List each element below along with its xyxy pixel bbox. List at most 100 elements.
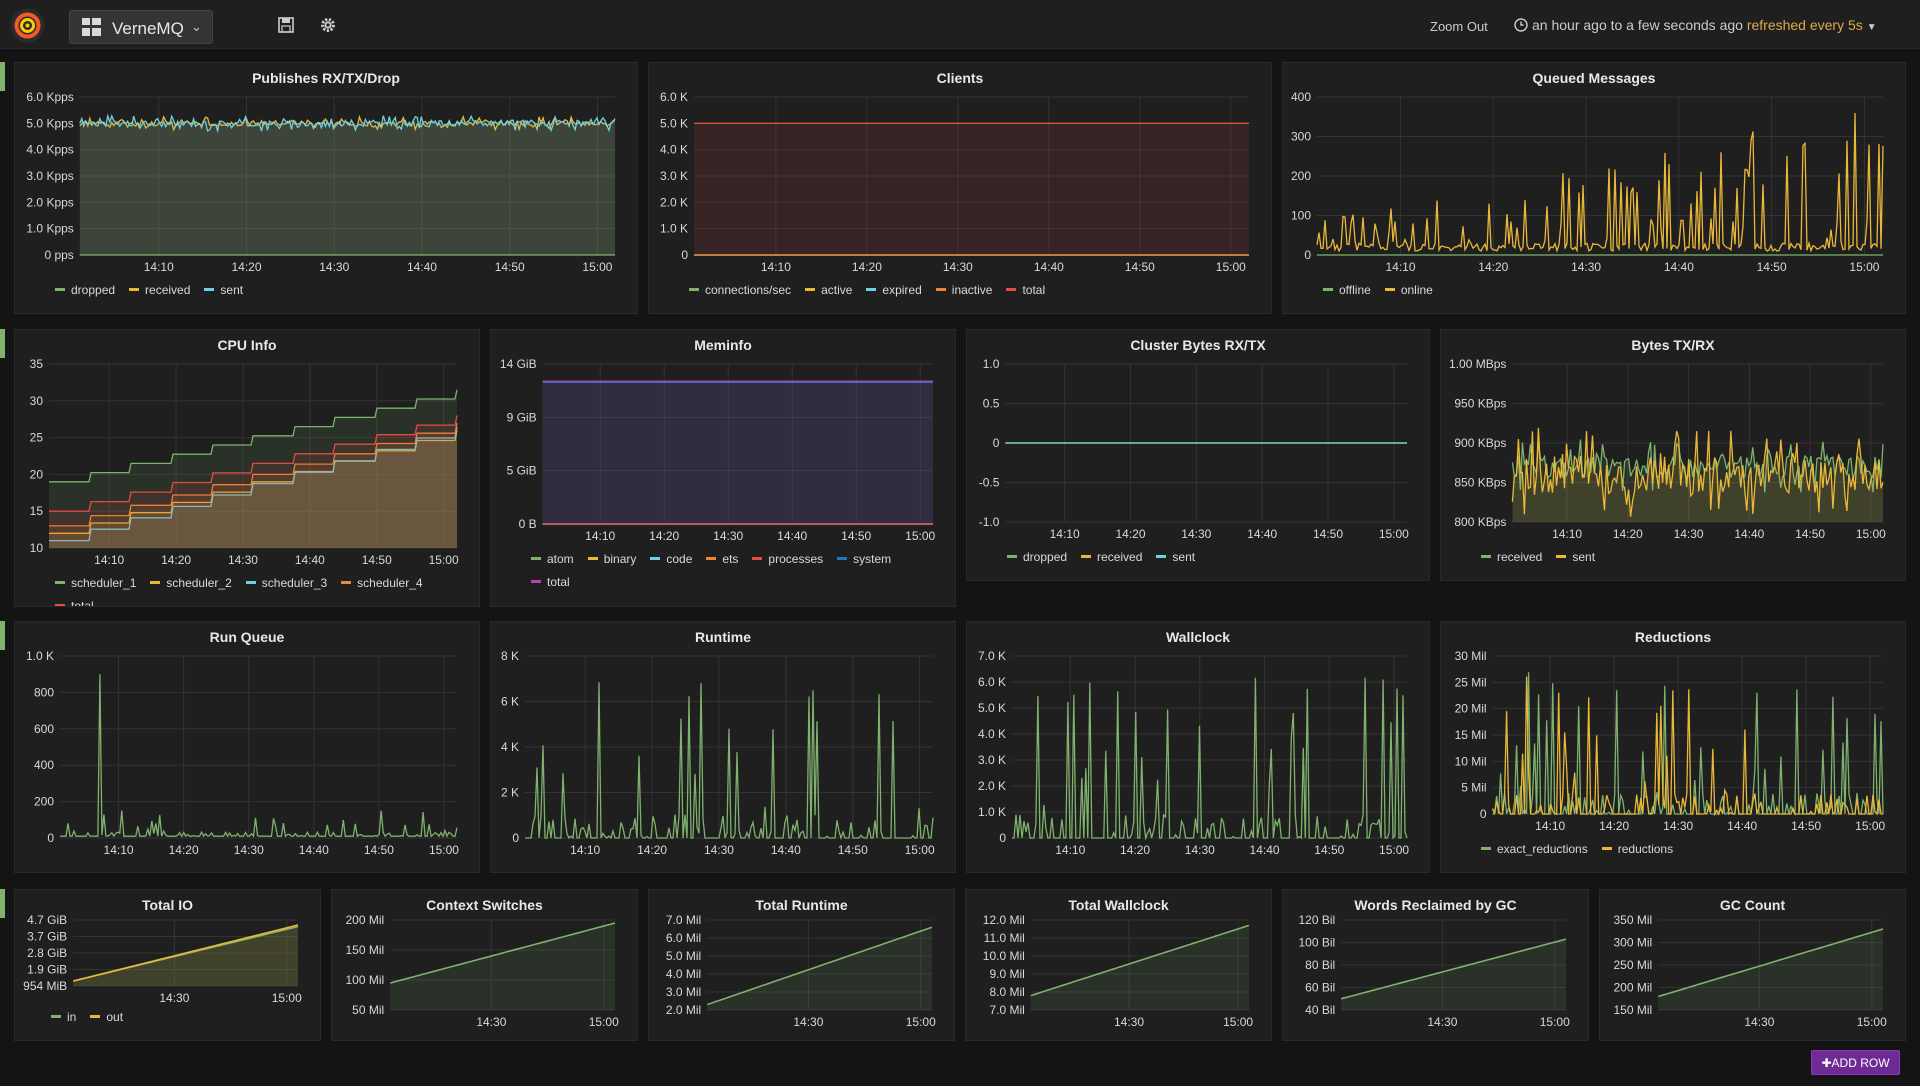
panel-title[interactable]: Run Queue xyxy=(209,629,285,645)
legend-item-received[interactable]: received xyxy=(129,283,190,297)
panel-title[interactable]: Queued Messages xyxy=(1532,70,1656,86)
legend-item-processes[interactable]: processes xyxy=(752,552,823,566)
panel-title[interactable]: Runtime xyxy=(695,629,751,645)
y-tick-label: 9 GiB xyxy=(507,410,537,424)
series-line-scheduler-3[interactable] xyxy=(49,426,458,542)
legend-item-inactive[interactable]: inactive xyxy=(935,283,992,297)
chart-plot[interactable]: 6.0 K 5.0 K 4.0 K 3.0 K 2.0 K 1.0 K 0 14:10 14:2… xyxy=(649,63,1271,313)
series-line-sent[interactable] xyxy=(79,113,616,134)
legend-item-scheduler-2[interactable]: scheduler_2 xyxy=(150,576,232,590)
legend-item-system[interactable]: system xyxy=(837,552,891,566)
legend-item-dropped[interactable]: dropped xyxy=(1007,550,1067,564)
legend-item-scheduler-3[interactable]: scheduler_3 xyxy=(245,576,327,590)
panel-title[interactable]: Total Wallclock xyxy=(1068,897,1169,913)
panel-title[interactable]: Meminfo xyxy=(694,337,752,353)
add-row-button[interactable]: ✚ADD ROW xyxy=(1811,1050,1900,1075)
chart-plot[interactable]: 1.0 K 800 600 400 200 0 14:10 14:20 14:30 14:40 14… xyxy=(15,622,479,872)
panel-title[interactable]: Words Reclaimed by GC xyxy=(1354,897,1517,913)
chart-plot[interactable]: 400 300 200 100 0 14:10 14:20 14:30 14:40 14:50 15… xyxy=(1283,63,1905,313)
series-line-series[interactable] xyxy=(525,682,934,841)
legend-item-scheduler-1[interactable]: scheduler_1 xyxy=(55,576,136,590)
legend-item-total[interactable]: total xyxy=(55,599,94,606)
series-line-scheduler-2[interactable] xyxy=(49,430,458,534)
chart-plot[interactable]: 35 30 25 20 15 10 14:10 14:20 14:30 14:40 14:50 15:… xyxy=(15,330,479,606)
panel-title[interactable]: Publishes RX/TX/Drop xyxy=(252,70,400,86)
legend-item-expired[interactable]: expired xyxy=(866,283,922,297)
legend-item-total[interactable]: total xyxy=(531,575,570,589)
chart-plot[interactable]: 30 Mil 25 Mil 20 Mil 15 Mil 10 Mil 5 Mil 0 14:1… xyxy=(1441,622,1905,872)
legend-item-total[interactable]: total xyxy=(1006,283,1045,297)
legend-item-offline[interactable]: offline xyxy=(1323,283,1371,297)
dashboard-picker[interactable]: VerneMQ ⌄ xyxy=(69,10,213,44)
series-line-sent[interactable] xyxy=(1511,427,1884,517)
legend-item-out[interactable]: out xyxy=(90,1010,123,1024)
x-tick-label: 14:50 xyxy=(838,843,868,857)
panel-title[interactable]: Bytes TX/RX xyxy=(1631,337,1715,353)
series-line-received[interactable] xyxy=(79,114,615,132)
grafana-logo-icon[interactable] xyxy=(9,7,46,44)
chart-plot[interactable]: 1.00 MBps 950 KBps 900 KBps 850 KBps 800 KBp… xyxy=(1441,330,1905,580)
series-line-total[interactable] xyxy=(49,415,458,512)
series-line-series[interactable] xyxy=(1657,928,1884,998)
time-range-picker[interactable]: an hour ago to a few seconds ago refresh… xyxy=(1514,17,1877,33)
series-line-series[interactable] xyxy=(1340,938,1567,1000)
series-line-series[interactable] xyxy=(1030,924,1250,997)
chart-plot[interactable]: 1.0 0.5 0 -0.5 -1.0 14:10 14:20 14:30 14:40 14:50… xyxy=(967,330,1429,580)
legend-item-ets[interactable]: ets xyxy=(706,552,738,566)
row-3-marker[interactable] xyxy=(0,621,5,650)
chart-plot[interactable]: 6.0 Kpps 5.0 Kpps 4.0 Kpps 3.0 Kpps 2.0 Kpps… xyxy=(15,63,637,313)
chart-plot[interactable]: 7.0 Mil 6.0 Mil 5.0 Mil 4.0 Mil 3.0 Mil 2.0 M… xyxy=(649,890,954,1040)
panel-title[interactable]: Cluster Bytes RX/TX xyxy=(1130,337,1266,353)
series-line-series[interactable] xyxy=(706,926,933,1006)
legend-item-code[interactable]: code xyxy=(650,552,692,566)
series-line-series[interactable] xyxy=(1012,677,1408,841)
chart-plot[interactable]: 120 Bil 100 Bil 80 Bil 60 Bil 40 Bil 14:30 15:… xyxy=(1283,890,1588,1040)
chart-plot[interactable]: 14 GiB 9 GiB 5 GiB 0 B 14:10 14:20 14:30 14:40 1… xyxy=(491,330,955,606)
legend-item-sent[interactable]: sent xyxy=(1156,550,1195,564)
panel-title[interactable]: Reductions xyxy=(1634,629,1712,645)
gear-icon[interactable] xyxy=(318,15,338,35)
series-line-exact-reductions[interactable] xyxy=(1492,672,1884,817)
panel-title[interactable]: GC Count xyxy=(1719,897,1786,913)
legend-item-atom[interactable]: atom xyxy=(531,552,574,566)
panel-title[interactable]: Clients xyxy=(936,70,984,86)
chart-plot[interactable]: 350 Mil 300 Mil 250 Mil 200 Mil 150 Mil 14:30… xyxy=(1600,890,1905,1040)
zoom-out-button[interactable]: Zoom Out xyxy=(1430,19,1488,34)
legend-item-sent[interactable]: sent xyxy=(1556,550,1595,564)
panel-title[interactable]: CPU Info xyxy=(217,337,277,353)
legend-item-active[interactable]: active xyxy=(805,283,852,297)
series-line-series[interactable] xyxy=(60,674,458,838)
chart-plot[interactable]: 4.7 GiB 3.7 GiB 2.8 GiB 1.9 GiB 954 MiB 14:30… xyxy=(15,890,320,1040)
chart-plot[interactable]: 7.0 K 6.0 K 5.0 K 4.0 K 3.0 K 2.0 K 1.0 K 0 14:1… xyxy=(967,622,1429,872)
chart-plot[interactable]: 200 Mil 150 Mil 100 Mil 50 Mil 14:30 15:00 xyxy=(332,890,637,1040)
panel-title[interactable]: Context Switches xyxy=(426,897,543,913)
legend-item-sent[interactable]: sent xyxy=(204,283,243,297)
series-line-online[interactable] xyxy=(1316,112,1884,253)
chart-plot[interactable]: 8 K 6 K 4 K 2 K 0 14:10 14:20 14:30 14:40 14:50 15… xyxy=(491,622,955,872)
row-2-marker[interactable] xyxy=(0,329,5,358)
panel-title[interactable]: Wallclock xyxy=(1165,629,1231,645)
legend-item-reductions[interactable]: reductions xyxy=(1601,842,1673,856)
chart-plot[interactable]: 12.0 Mil 11.0 Mil 10.0 Mil 9.0 Mil 8.0 Mil 7.… xyxy=(966,890,1271,1040)
legend-item-exact-reductions[interactable]: exact_reductions xyxy=(1481,842,1588,856)
legend-item-online[interactable]: online xyxy=(1384,283,1433,297)
panel-title[interactable]: Total IO xyxy=(141,897,194,913)
series-line-scheduler-1[interactable] xyxy=(49,389,458,483)
row-4-marker[interactable] xyxy=(0,889,5,918)
panel-title[interactable]: Total Runtime xyxy=(755,897,848,913)
legend-item-dropped[interactable]: dropped xyxy=(55,283,115,297)
panel-bytes-txrx: Bytes TX/RX 1.00 MBps 950 KBps 900 KBps 850 … xyxy=(1440,329,1906,581)
legend-item-in[interactable]: in xyxy=(51,1010,76,1024)
series-line-reductions[interactable] xyxy=(1491,676,1883,817)
series-line-out[interactable] xyxy=(73,924,299,982)
legend-item-connections-sec[interactable]: connections/sec xyxy=(689,283,791,297)
save-icon[interactable] xyxy=(276,15,296,35)
legend-item-scheduler-4[interactable]: scheduler_4 xyxy=(341,576,423,590)
series-line-series[interactable] xyxy=(390,922,616,984)
row-1-marker[interactable] xyxy=(0,62,5,91)
series-line-scheduler-4[interactable] xyxy=(49,422,458,527)
legend-item-binary[interactable]: binary xyxy=(587,552,636,566)
y-tick-label: 4.0 K xyxy=(978,727,1006,741)
legend-item-received[interactable]: received xyxy=(1081,550,1142,564)
legend-item-received[interactable]: received xyxy=(1481,550,1542,564)
